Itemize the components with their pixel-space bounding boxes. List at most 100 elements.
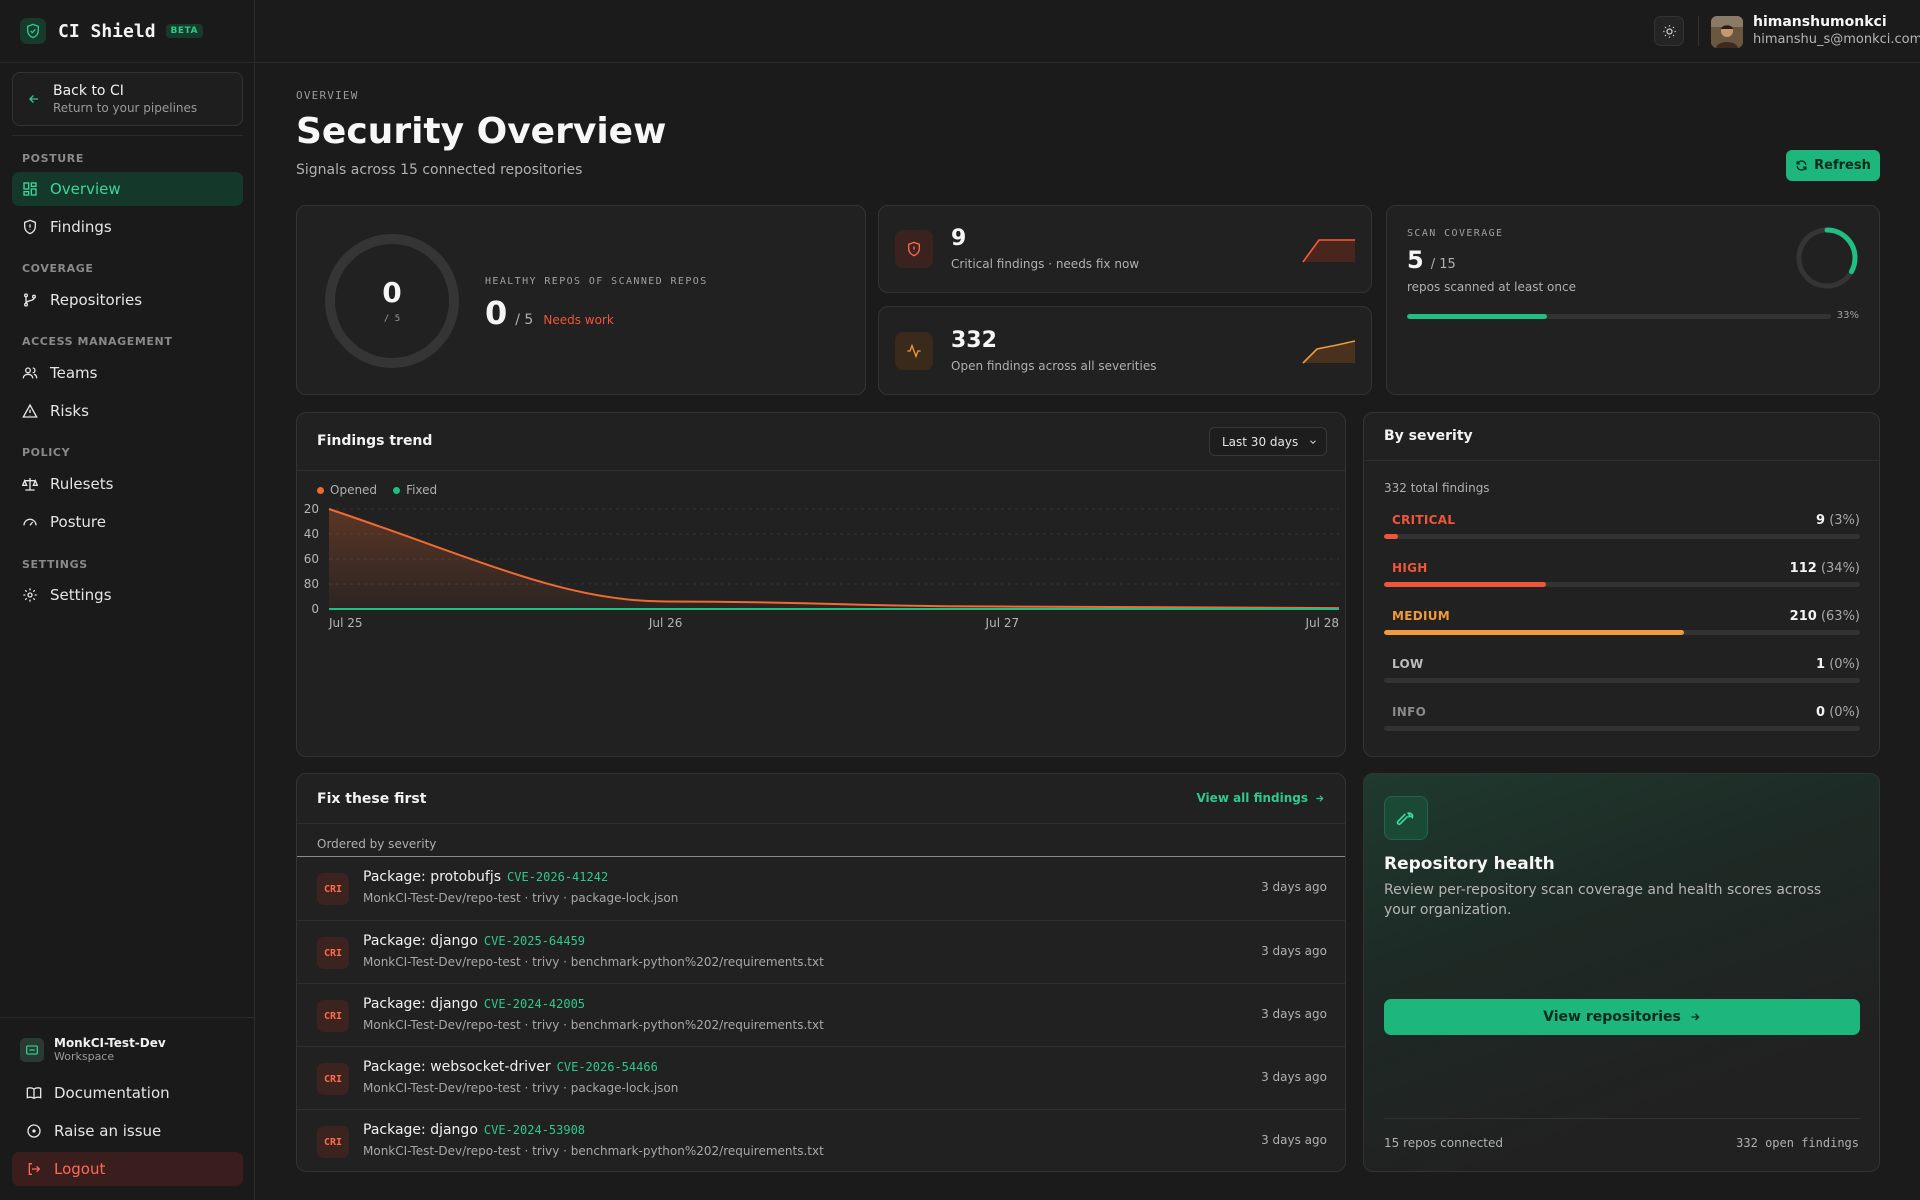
brand-name: CI Shield [58,20,156,42]
documentation-link[interactable]: Documentation [16,1076,247,1110]
severity-row-critical[interactable]: CRITICAL 9 (3%) [1384,513,1860,541]
severity-count: 210 [1789,609,1817,624]
refresh-label: Refresh [1814,158,1871,173]
severity-row-low[interactable]: LOW 1 (0%) [1384,657,1860,685]
open-findings-card[interactable]: 332 Open findings across all severities [878,306,1372,395]
sidebar-item-posture[interactable]: Posture [12,505,243,539]
avatar[interactable] [1711,16,1743,48]
severity-label: MEDIUM [1392,609,1451,623]
scan-coverage-card: SCAN COVERAGE 5 / 15 repos scanned at le… [1386,205,1880,395]
view-repositories-button[interactable]: View repositories [1384,999,1860,1035]
finding-time: 3 days ago [1261,944,1327,958]
legend-fixed: Fixed [406,483,438,497]
finding-title-line: Package: django CVE-2024-42005 [363,996,585,1012]
severity-value: 210 (63%) [1790,609,1860,624]
severity-bar-fill [1384,534,1399,539]
severity-bar-track [1384,582,1860,587]
finding-row[interactable]: CRI Package: django CVE-2024-53908 MonkCI-T… [297,1109,1345,1171]
divider [297,823,1345,824]
section-posture: POSTURE [22,152,84,165]
sidebar-item-label: Overview [50,180,121,198]
finding-time: 3 days ago [1261,1007,1327,1021]
refresh-icon [1795,159,1814,172]
back-to-ci-button[interactable]: Back to CI Return to your pipelines [12,72,243,126]
book-icon [26,1085,42,1101]
severity-label: LOW [1392,657,1424,671]
logout-icon [26,1161,42,1177]
finding-title-line: Package: django CVE-2024-53908 [363,1122,585,1138]
finding-row[interactable]: CRI Package: django CVE-2025-64459 MonkCI-T… [297,920,1345,983]
coverage-label: SCAN COVERAGE [1407,228,1504,239]
severity-row-info[interactable]: INFO 0 (0%) [1384,705,1860,733]
view-all-label: View all findings [1196,791,1308,805]
finding-cve[interactable]: CVE-2024-53908 [483,1123,586,1137]
workspace-switcher[interactable]: MonkCI-Test-Dev Workspace [20,1036,166,1063]
coverage-progress-track [1407,314,1831,319]
coverage-sub: repos scanned at least once [1407,280,1576,294]
finding-title-line: Package: websocket-driver CVE-2026-54466 [363,1059,658,1075]
severity-badge: CRI [317,937,349,969]
divider [255,62,1920,63]
severity-percent: (34%) [1820,561,1860,576]
circle-dot-icon [26,1123,42,1139]
finding-cve[interactable]: CVE-2025-64459 [483,934,586,948]
divider [1364,460,1879,461]
theme-toggle-button[interactable] [1654,16,1684,46]
severity-bar-track [1384,726,1860,731]
severity-label: INFO [1392,705,1427,719]
sidebar-item-rulesets[interactable]: Rulesets [12,467,243,501]
finding-cve[interactable]: CVE-2024-42005 [483,997,586,1011]
section-access-management: ACCESS MANAGEMENT [22,335,173,348]
severity-badge: CRI [317,1000,349,1032]
divider [1384,1118,1860,1119]
logout-button[interactable]: Logout [12,1152,243,1186]
severity-total: 332 total findings [1384,481,1490,495]
sidebar-item-label: Risks [50,402,89,420]
finding-row[interactable]: CRI Package: websocket-driver CVE-2026-544… [297,1046,1345,1109]
range-select[interactable]: Last 30 days [1209,427,1327,456]
view-all-findings-link[interactable]: View all findings [1196,791,1325,805]
series-line-opened [328,508,1340,610]
refresh-button[interactable]: Refresh [1786,150,1880,181]
raise-issue-link[interactable]: Raise an issue [16,1114,247,1148]
finding-title: Package: django [363,933,478,949]
sidebar-item-repositories[interactable]: Repositories [12,283,243,317]
brand[interactable]: CI Shield BETA [20,18,203,44]
open-value: 332 [951,328,997,353]
wrench-icon [1384,796,1428,840]
severity-percent: (3%) [1829,513,1860,528]
finding-row[interactable]: CRI Package: django CVE-2024-42005 MonkCI-T… [297,983,1345,1046]
finding-row[interactable]: CRI Package: protobufjs CVE-2026-41242 Monk… [297,857,1345,920]
users-icon [22,365,38,381]
sidebar-item-overview[interactable]: Overview [12,172,243,206]
critical-findings-card[interactable]: 9 Critical findings · needs fix now [878,205,1372,293]
findings-trend-card: Findings trend Last 30 days Opened Fixed… [296,412,1346,757]
git-branch-icon [22,292,38,308]
severity-count: 1 [1816,657,1826,672]
back-subtitle: Return to your pipelines [53,101,198,115]
ordered-label: Ordered by severity [317,837,437,851]
range-select-value: Last 30 days [1222,434,1299,449]
x-tick-label: Jul 27 [985,616,1020,630]
healthy-ring [325,234,459,368]
finding-source: MonkCI-Test-Dev/repo-test · trivy · benc… [363,1018,824,1032]
finding-time: 3 days ago [1261,1070,1327,1084]
sidebar-item-findings[interactable]: Findings [12,210,243,244]
by-severity-card: By severity 332 total findings CRITICAL 9… [1363,412,1880,757]
finding-cve[interactable]: CVE-2026-54466 [556,1060,658,1074]
finding-title: Package: django [363,1122,478,1138]
fix-title: Fix these first [317,791,427,807]
severity-badge: CRI [317,1126,349,1158]
healthy-status: Needs work [543,313,614,327]
severity-label: CRITICAL [1392,513,1456,527]
gear-icon [22,587,38,603]
critical-value: 9 [951,226,967,251]
finding-cve[interactable]: CVE-2026-41242 [507,870,609,884]
sidebar-item-settings[interactable]: Settings [12,578,243,612]
severity-row-high[interactable]: HIGH 112 (34%) [1384,561,1860,589]
shield-alert-icon [22,219,38,235]
sidebar-item-risks[interactable]: Risks [12,394,243,428]
sidebar-item-teams[interactable]: Teams [12,356,243,390]
arrow-left-icon [27,92,41,106]
severity-row-medium[interactable]: MEDIUM 210 (63%) [1384,609,1860,637]
